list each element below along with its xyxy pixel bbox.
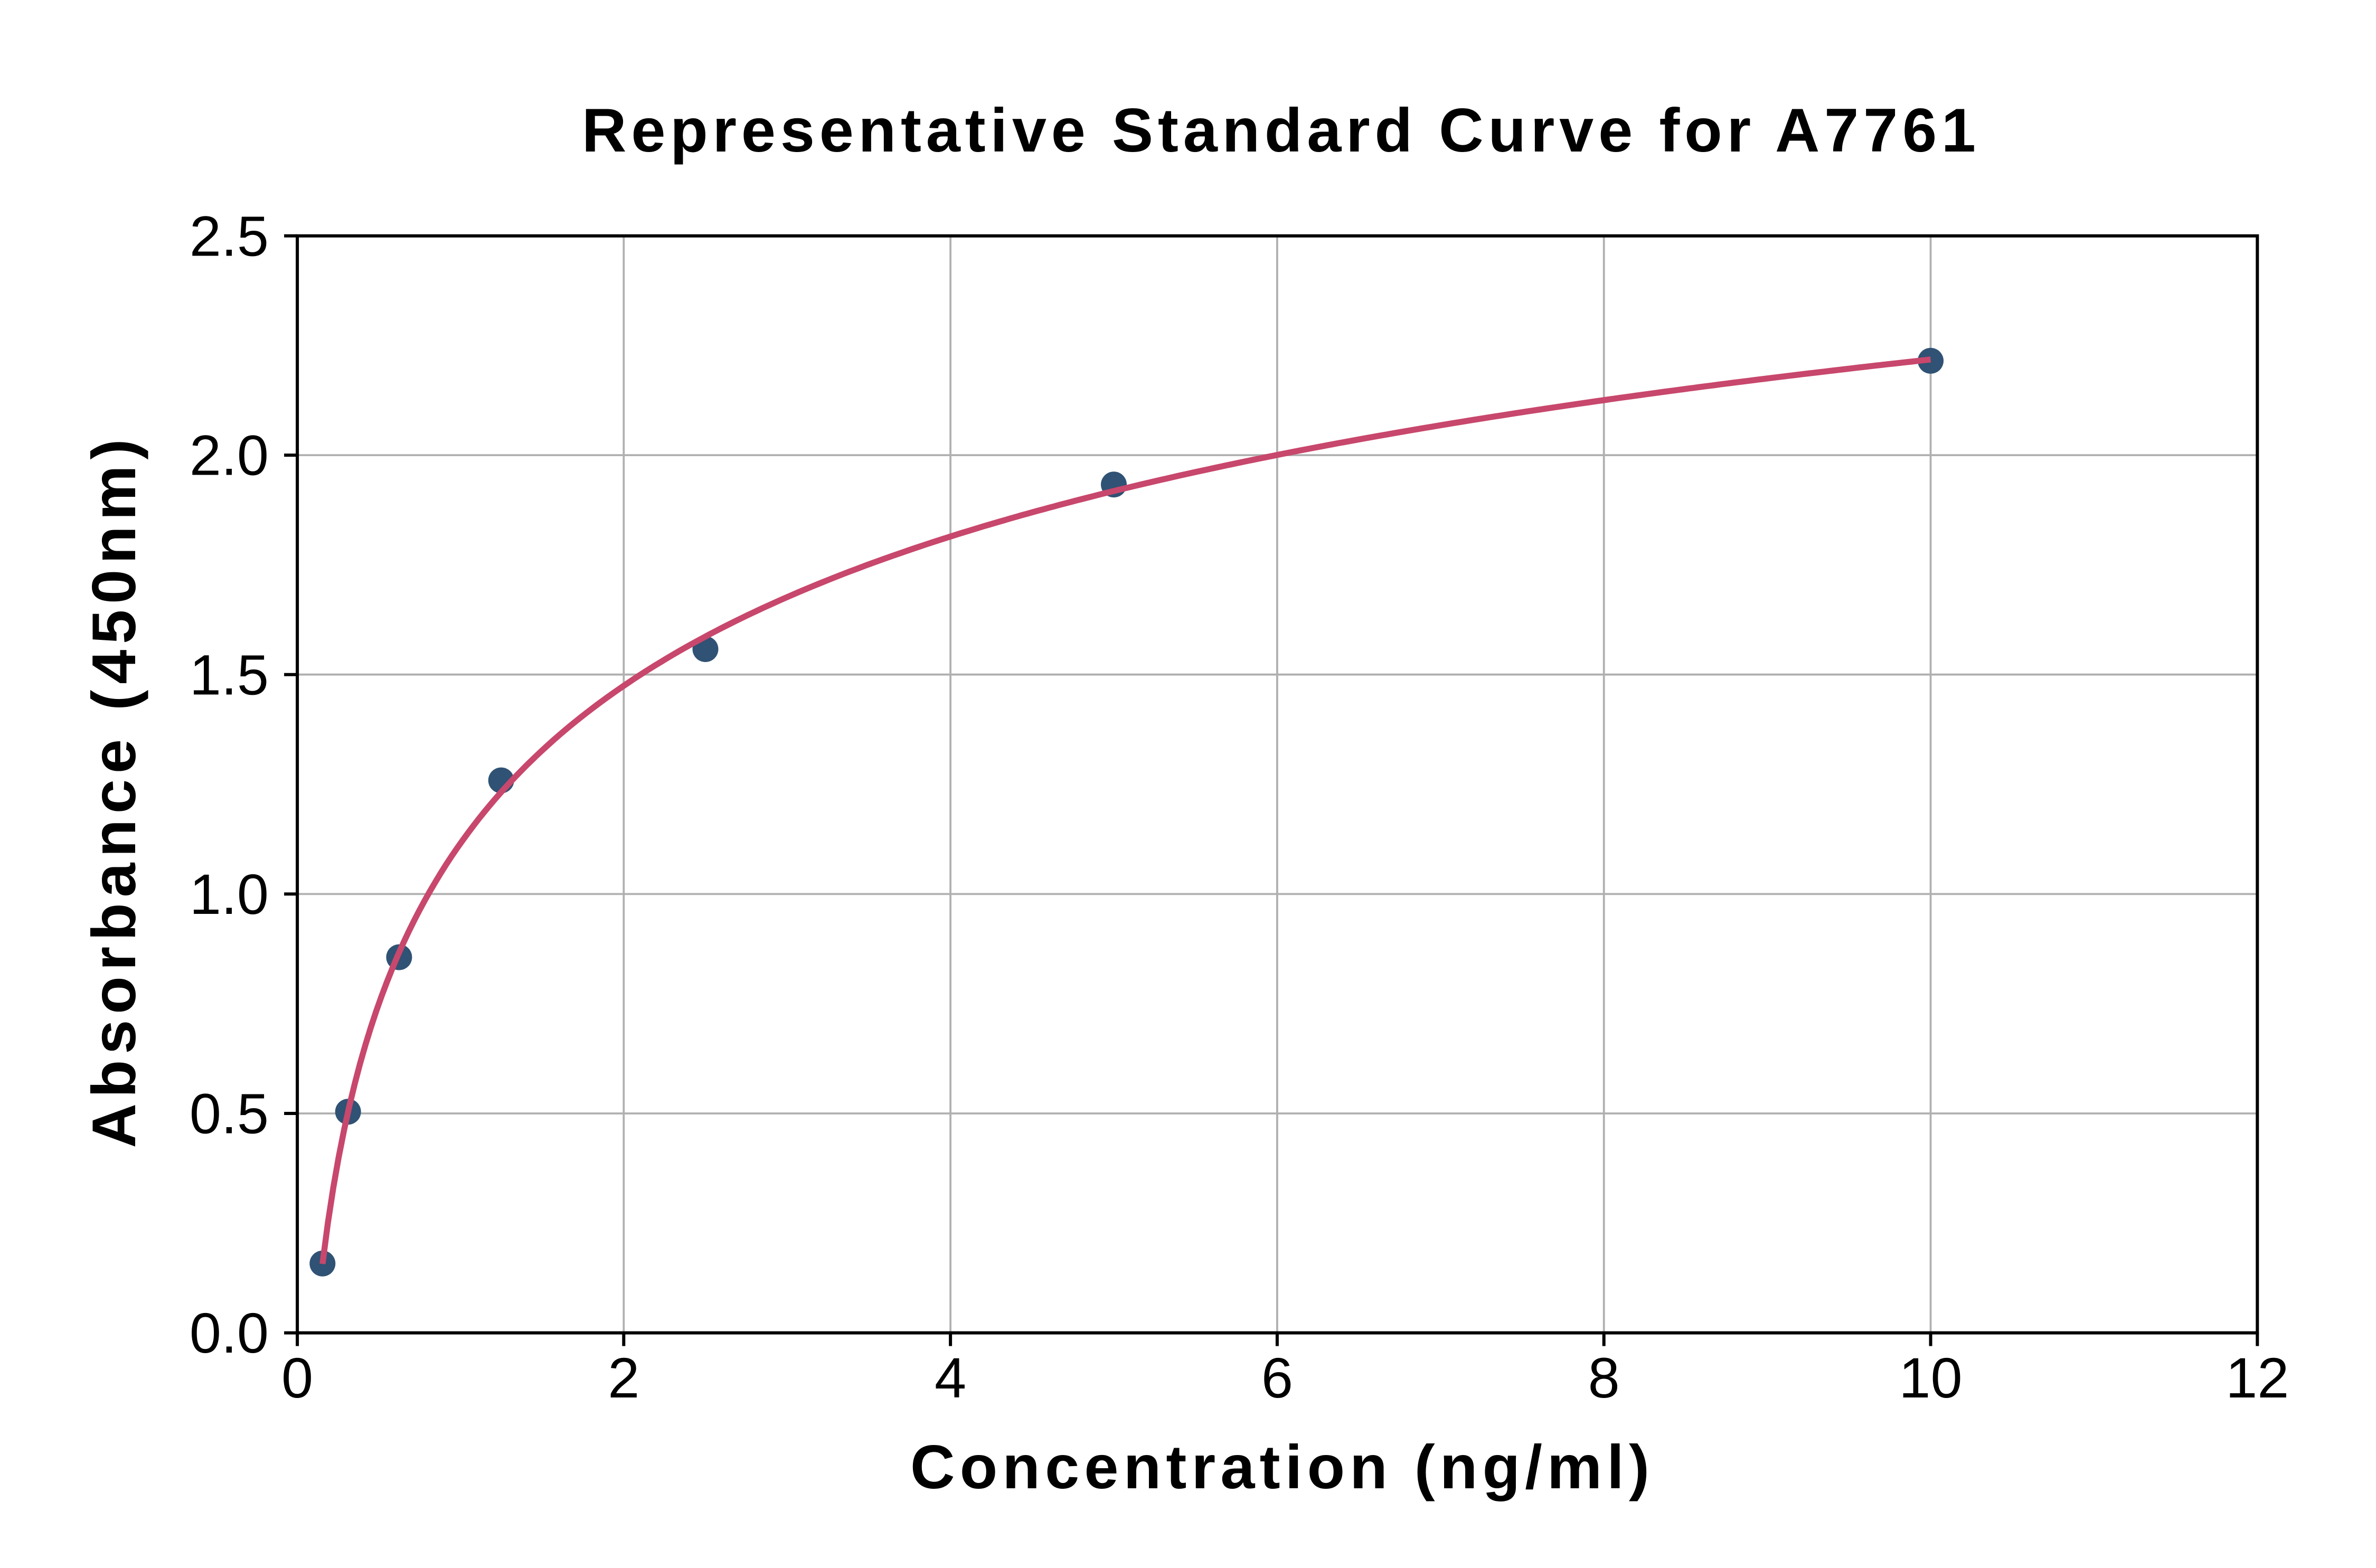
svg-text:2.5: 2.5 bbox=[190, 204, 269, 268]
svg-text:10: 10 bbox=[1899, 1346, 1962, 1410]
svg-text:8: 8 bbox=[1588, 1346, 1620, 1410]
svg-text:0.0: 0.0 bbox=[190, 1301, 269, 1365]
svg-text:6: 6 bbox=[1261, 1346, 1293, 1410]
svg-text:2.0: 2.0 bbox=[190, 423, 269, 487]
svg-text:2: 2 bbox=[608, 1346, 639, 1410]
svg-text:4: 4 bbox=[935, 1346, 966, 1410]
svg-text:1.5: 1.5 bbox=[190, 643, 269, 706]
svg-text:Absorbance (450nm): Absorbance (450nm) bbox=[79, 439, 148, 1148]
svg-text:0: 0 bbox=[281, 1346, 313, 1410]
svg-text:0.5: 0.5 bbox=[190, 1082, 269, 1146]
svg-text:12: 12 bbox=[2226, 1346, 2289, 1410]
svg-text:1.0: 1.0 bbox=[190, 862, 269, 926]
svg-text:Concentration (ng/ml): Concentration (ng/ml) bbox=[910, 1432, 1649, 1501]
svg-text:Representative Standard Curve: Representative Standard Curve for A7761 bbox=[582, 96, 1976, 165]
